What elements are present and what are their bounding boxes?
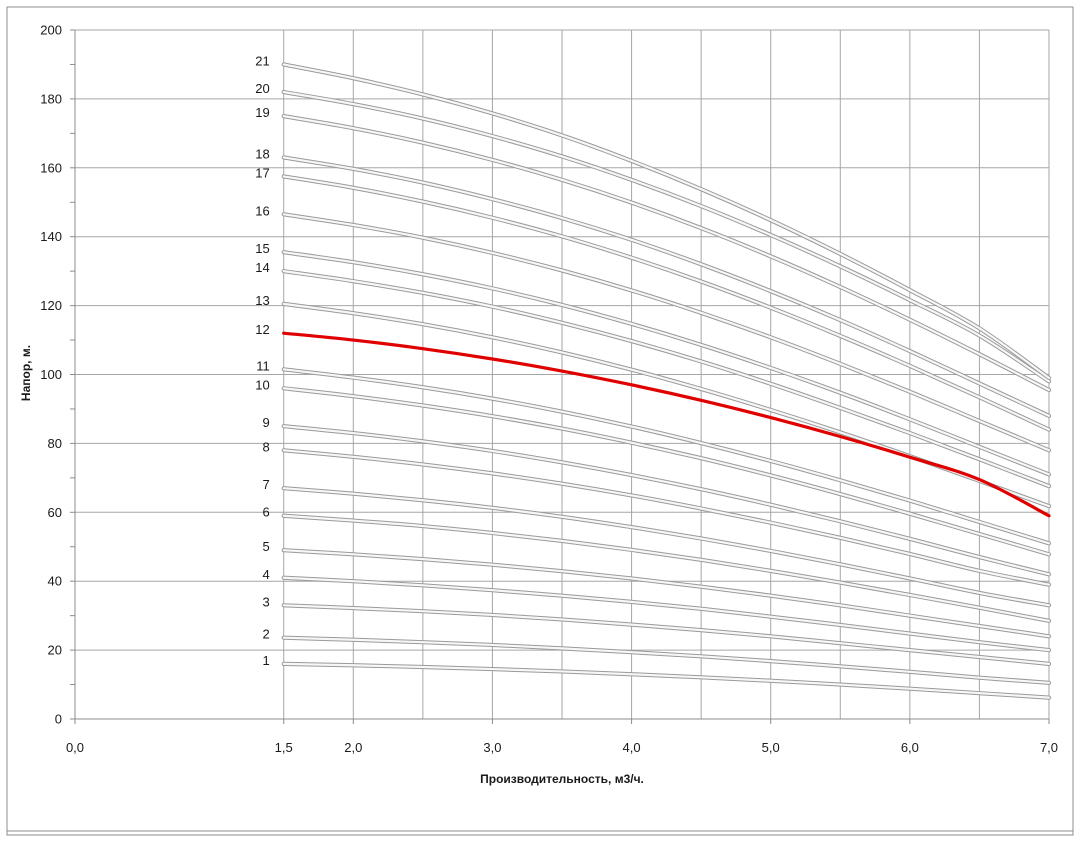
x-tick-label: 1,5: [275, 740, 293, 755]
curve-19: [282, 115, 1051, 392]
y-tick-label: 60: [48, 505, 62, 520]
curve-label-15: 15: [255, 241, 269, 256]
x-axis-title: Производительность, м3/ч.: [480, 772, 644, 786]
y-tick-label: 140: [40, 229, 62, 244]
curve-label-11: 11: [256, 358, 270, 373]
y-tick-label: 180: [40, 91, 62, 106]
curve-label-9: 9: [262, 415, 269, 430]
y-tick-label: 200: [40, 23, 62, 38]
x-tick-label: 4,0: [623, 740, 641, 755]
curves: [281, 62, 1052, 700]
curve-6: [282, 514, 1051, 622]
x-tick-label: 0,0: [66, 740, 84, 755]
curve-10: [282, 387, 1051, 556]
curve-8: [282, 449, 1051, 586]
curve-label-8: 8: [262, 439, 269, 454]
curve-20: [282, 90, 1051, 383]
x-tick-label: 7,0: [1040, 740, 1058, 755]
curve-18: [282, 156, 1051, 417]
curve-label-14: 14: [255, 260, 269, 275]
x-tick-label: 3,0: [483, 740, 501, 755]
curve-5: [282, 549, 1051, 638]
y-axis-title: Напор, м.: [19, 345, 33, 401]
curve-12: [282, 331, 1051, 518]
curve-label-4: 4: [262, 567, 269, 582]
curve-label-6: 6: [262, 505, 269, 520]
chart-border: [6, 6, 1074, 836]
x-tick-label: 5,0: [762, 740, 780, 755]
curve-label-2: 2: [262, 627, 269, 642]
curve-4: [282, 576, 1051, 652]
curve-1: [282, 662, 1051, 699]
y-tick-label: 80: [48, 436, 62, 451]
curve-2: [282, 636, 1051, 684]
curve-label-16: 16: [255, 203, 269, 218]
y-tick-label: 160: [40, 160, 62, 175]
y-tick-label: 120: [40, 298, 62, 313]
curve-label-7: 7: [262, 477, 269, 492]
x-tick-label: 2,0: [344, 740, 362, 755]
curve-label-21: 21: [255, 53, 269, 68]
curve-label-20: 20: [255, 81, 269, 96]
curve-9: [282, 425, 1051, 576]
curve-15: [282, 251, 1051, 476]
curve-label-12: 12: [255, 322, 269, 337]
curve-label-19: 19: [255, 105, 269, 120]
curve-label-13: 13: [255, 293, 269, 308]
curve-17: [282, 175, 1051, 431]
curve-7: [282, 487, 1051, 607]
y-tick-label: 40: [48, 574, 62, 589]
curve-16: [282, 213, 1051, 452]
curve-label-18: 18: [255, 146, 269, 161]
curve-label-3: 3: [262, 594, 269, 609]
curve-11: [282, 368, 1051, 545]
y-tick-label: 20: [48, 643, 62, 658]
grid: [75, 29, 1050, 719]
curve-14: [282, 270, 1051, 488]
y-tick-label: 0: [55, 712, 62, 727]
curve-label-5: 5: [262, 539, 269, 554]
y-tick-label: 100: [40, 367, 62, 382]
curve-3: [282, 604, 1051, 665]
x-tick-label: 6,0: [901, 740, 919, 755]
curve-label-10: 10: [255, 377, 269, 392]
curve-label-1: 1: [262, 653, 269, 668]
curve-21: [282, 63, 1051, 380]
curve-label-17: 17: [255, 165, 269, 180]
